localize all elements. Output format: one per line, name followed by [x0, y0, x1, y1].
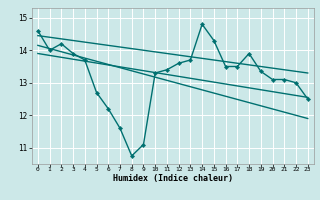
X-axis label: Humidex (Indice chaleur): Humidex (Indice chaleur) — [113, 174, 233, 183]
